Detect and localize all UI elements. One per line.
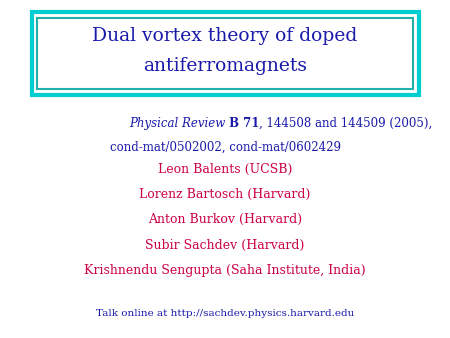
- Text: Lorenz Bartosch (Harvard): Lorenz Bartosch (Harvard): [140, 188, 310, 201]
- FancyBboxPatch shape: [32, 12, 419, 95]
- Text: Dual vortex theory of doped: Dual vortex theory of doped: [92, 27, 358, 45]
- Text: cond-mat/0502002, cond-mat/0602429: cond-mat/0502002, cond-mat/0602429: [109, 141, 341, 153]
- Text: Anton Burkov (Harvard): Anton Burkov (Harvard): [148, 213, 302, 226]
- Text: B 71: B 71: [225, 117, 259, 130]
- Text: Leon Balents (UCSB): Leon Balents (UCSB): [158, 163, 292, 175]
- Text: Krishnendu Sengupta (Saha Institute, India): Krishnendu Sengupta (Saha Institute, Ind…: [84, 264, 366, 277]
- Text: Physical Review: Physical Review: [129, 117, 225, 130]
- Text: Subir Sachdev (Harvard): Subir Sachdev (Harvard): [145, 239, 305, 251]
- Text: Talk online at http://sachdev.physics.harvard.edu: Talk online at http://sachdev.physics.ha…: [96, 309, 354, 318]
- FancyBboxPatch shape: [37, 18, 413, 89]
- Text: antiferromagnets: antiferromagnets: [143, 57, 307, 75]
- Text: , 144508 and 144509 (2005),: , 144508 and 144509 (2005),: [259, 117, 432, 130]
